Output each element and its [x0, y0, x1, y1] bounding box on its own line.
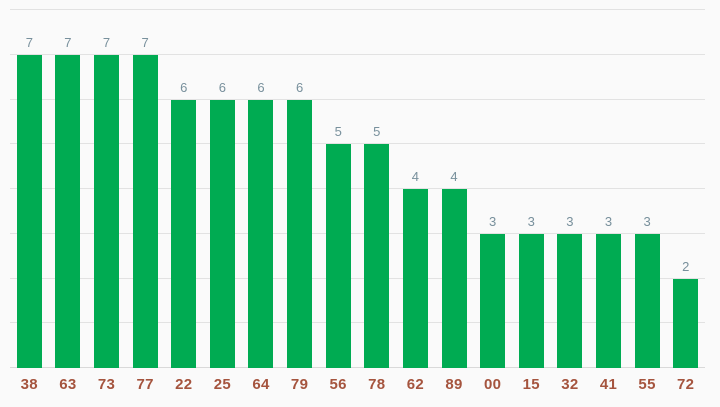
- gridline: [10, 277, 705, 279]
- bar[interactable]: [287, 99, 313, 368]
- gridline: [10, 232, 705, 234]
- bar-value-label: 3: [527, 213, 535, 229]
- x-axis-label: 64: [252, 376, 270, 393]
- bar-value-label: 7: [102, 34, 111, 50]
- bar[interactable]: [209, 99, 235, 368]
- x-axis-label: 22: [175, 376, 193, 393]
- bar[interactable]: [673, 278, 699, 368]
- gridline: [10, 188, 705, 189]
- bar[interactable]: [634, 233, 660, 368]
- bar-value-label: 3: [566, 213, 574, 229]
- x-axis-label: 25: [213, 376, 231, 393]
- x-axis-label: 32: [561, 376, 579, 393]
- bar-value-label: 6: [295, 79, 304, 95]
- bar[interactable]: [441, 189, 467, 368]
- bar-value-label: 3: [489, 213, 497, 229]
- bar[interactable]: [364, 144, 390, 368]
- x-axis-label: 15: [522, 376, 540, 393]
- bar-value-label: 5: [373, 124, 381, 140]
- gridline: [10, 9, 705, 10]
- x-axis-label: 73: [97, 376, 116, 393]
- x-axis-label: 89: [445, 376, 463, 393]
- baseline: [10, 367, 705, 368]
- bar-value-label: 7: [25, 34, 33, 50]
- bar[interactable]: [171, 99, 197, 368]
- bar-value-label: 6: [218, 79, 226, 95]
- bar-value-label: 7: [141, 34, 149, 50]
- bar-value-label: 2: [682, 258, 690, 274]
- bar-value-label: 3: [643, 213, 651, 229]
- x-axis-label: 00: [483, 376, 502, 393]
- bar[interactable]: [480, 233, 506, 368]
- x-axis-label: 72: [677, 376, 695, 393]
- x-axis-label: 56: [329, 376, 347, 393]
- bar-value-label: 7: [64, 34, 72, 50]
- x-axis-label: 41: [599, 376, 618, 393]
- bar[interactable]: [16, 54, 42, 368]
- x-axis-label: 55: [638, 376, 656, 393]
- bar-value-label: 4: [411, 169, 420, 184]
- bar-value-label: 6: [257, 79, 265, 95]
- bar[interactable]: [557, 233, 583, 368]
- bar-value-label: 6: [180, 79, 188, 95]
- plot-area: 7 7 7 7 6 6 6 6 5 5 4 4 3 3 3 3 3 2: [10, 9, 705, 368]
- gridline: [10, 143, 705, 145]
- bar[interactable]: [518, 233, 544, 368]
- bar-value-label: 4: [450, 169, 458, 184]
- gridline: [10, 322, 705, 324]
- bar[interactable]: [55, 54, 81, 368]
- bar[interactable]: [132, 54, 158, 368]
- gridline: [10, 53, 705, 55]
- bar[interactable]: [94, 54, 120, 368]
- x-axis-label: 77: [136, 376, 154, 393]
- x-axis-label: 62: [406, 376, 425, 393]
- bar[interactable]: [595, 233, 621, 368]
- x-axis-label: 78: [368, 376, 386, 393]
- x-axis-label: 38: [20, 376, 38, 393]
- x-axis-label: 79: [290, 376, 309, 393]
- x-axis-label: 63: [59, 376, 77, 393]
- bar[interactable]: [402, 189, 428, 368]
- bar[interactable]: [248, 99, 274, 368]
- bar-value-label: 3: [604, 213, 613, 229]
- bar[interactable]: [325, 144, 351, 368]
- gridline: [10, 98, 705, 100]
- bar-value-label: 5: [334, 124, 342, 140]
- x-axis: 38 63 73 77 22 25 64 79 56 78 62 89 00 15 32 41 55 72: [10, 376, 705, 396]
